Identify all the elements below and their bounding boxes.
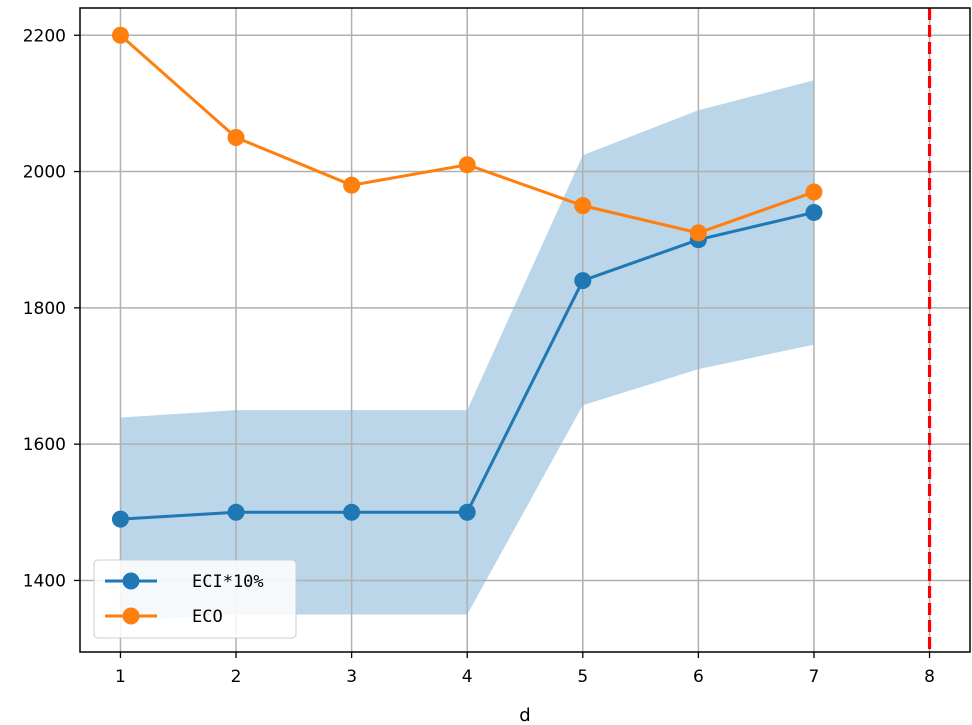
plot-background [80, 8, 970, 652]
data-point-0 [574, 272, 592, 290]
x-axis-ticks: 1 2 3 4 5 6 7 8 [115, 652, 935, 687]
x-tick-label: 4 [462, 667, 473, 687]
data-point-0 [343, 503, 361, 521]
x-tick-label: 3 [346, 667, 357, 687]
data-point-1 [111, 26, 129, 44]
data-point-1 [689, 224, 707, 242]
data-point-1 [458, 156, 476, 174]
legend-marker-1 [122, 607, 140, 625]
x-tick-label: 8 [924, 667, 935, 687]
data-point-0 [111, 510, 129, 528]
x-axis-label: d [519, 705, 530, 725]
legend-label-1: ECO [192, 607, 223, 627]
x-tick-label: 7 [809, 667, 820, 687]
data-point-0 [227, 503, 245, 521]
confidence-band-layer [120, 80, 814, 622]
x-tick-label: 2 [231, 667, 242, 687]
data-point-1 [574, 197, 592, 215]
y-axis-ticks: 1400 1600 1800 2000 2200 [23, 26, 80, 591]
y-tick-label: 2200 [23, 26, 66, 46]
data-point-1 [227, 128, 245, 146]
x-tick-label: 5 [577, 667, 588, 687]
data-point-0 [805, 203, 823, 221]
data-point-0 [458, 503, 476, 521]
data-point-1 [343, 176, 361, 194]
x-tick-label: 6 [693, 667, 704, 687]
x-tick-label: 1 [115, 667, 126, 687]
y-tick-label: 2000 [23, 163, 66, 183]
y-tick-label: 1400 [23, 571, 66, 591]
legend: ECI*10% ECO [93, 559, 297, 639]
plot-frame [79, 7, 971, 653]
data-point-1 [805, 183, 823, 201]
legend-label-0: ECI*10% [192, 572, 264, 592]
plot-area [79, 7, 971, 653]
y-tick-label: 1800 [23, 299, 66, 319]
y-tick-label: 1600 [23, 435, 66, 455]
grid-layer [80, 8, 970, 652]
confidence-band-0 [120, 80, 814, 622]
legend-marker-0 [122, 572, 140, 590]
series-layer [111, 26, 823, 528]
